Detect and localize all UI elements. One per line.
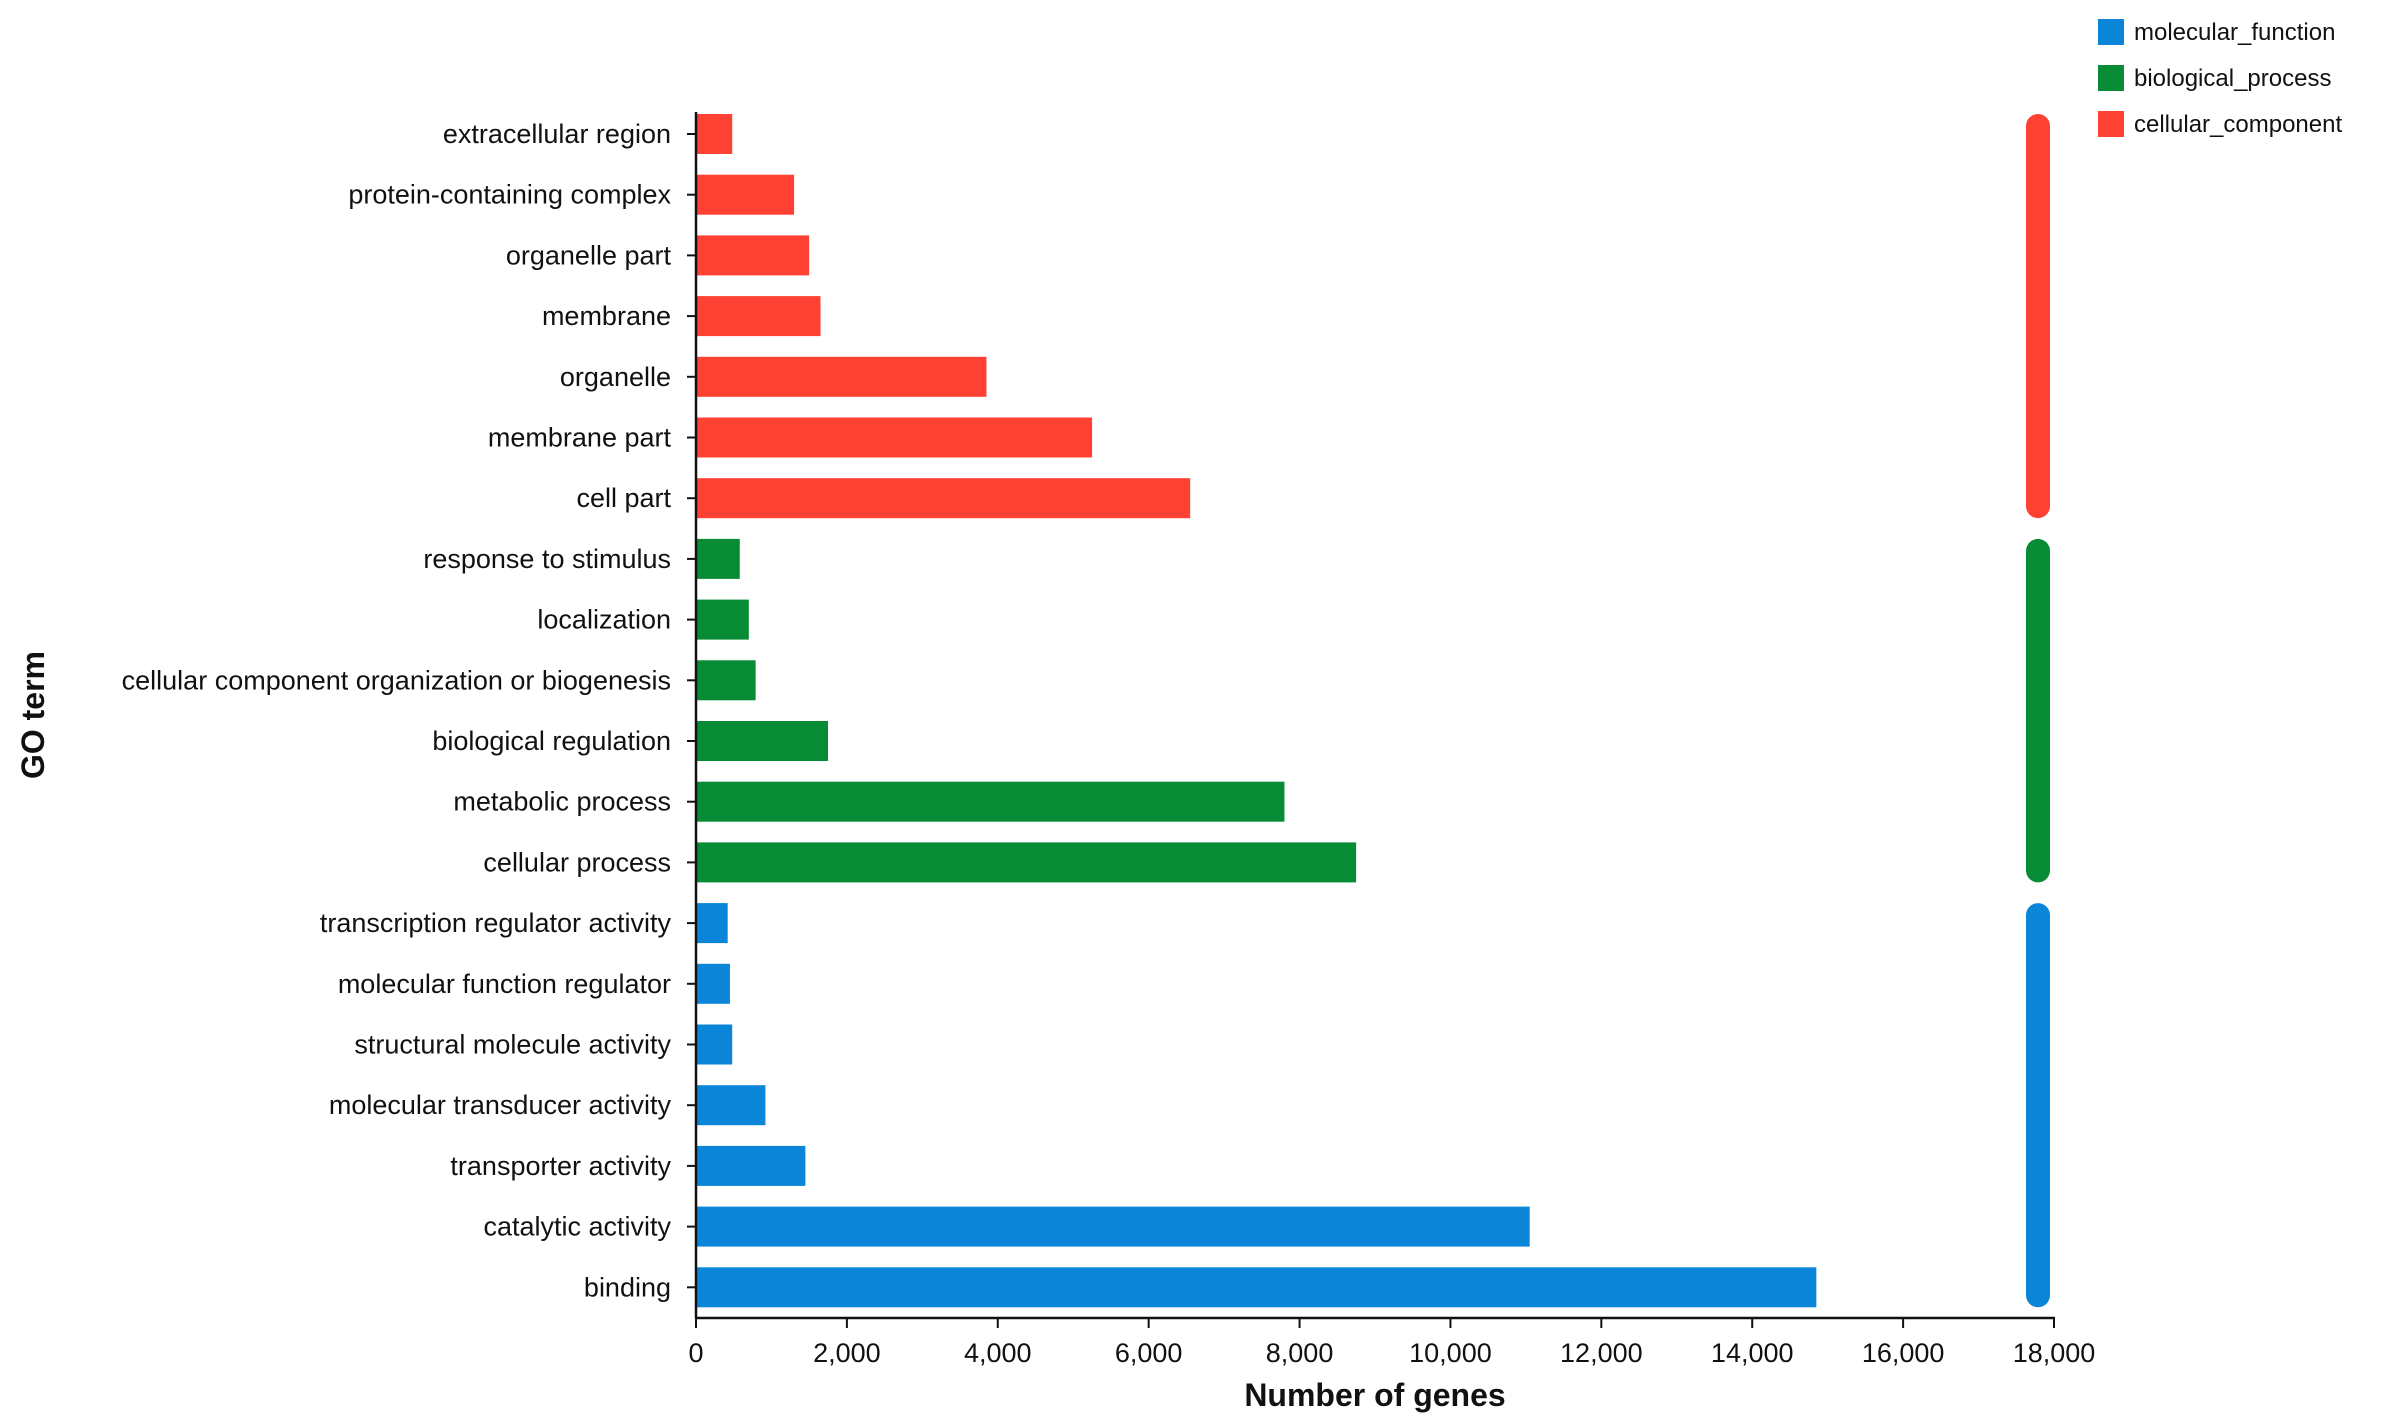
category-label: cellular process — [483, 847, 671, 877]
legend-swatch-cellular_component — [2098, 111, 2124, 137]
category-label: membrane part — [488, 423, 672, 453]
category-label: transcription regulator activity — [320, 908, 672, 938]
category-label: protein-containing complex — [348, 180, 671, 210]
category-label: extracellular region — [443, 119, 671, 149]
bar-structural-molecule-activity — [696, 1024, 733, 1065]
category-label: response to stimulus — [423, 544, 671, 574]
legend: molecular_function biological_processcell… — [2098, 19, 2342, 138]
bar-extracellular-region — [696, 114, 733, 154]
group-strip-molecular_function — [2026, 903, 2050, 1308]
category-label: structural molecule activity — [354, 1030, 671, 1060]
category-label: biological regulation — [432, 726, 671, 756]
x-tick-label: 12,000 — [1560, 1338, 1643, 1368]
bar-binding — [696, 1267, 1817, 1308]
x-tick-label: 2,000 — [813, 1338, 881, 1368]
x-tick-label: 18,000 — [2013, 1338, 2096, 1368]
bar-cellular-component-organization-or-biogenesis — [696, 660, 756, 701]
category-label: cell part — [576, 483, 671, 513]
x-tick-label: 16,000 — [1862, 1338, 1945, 1368]
category-label: molecular function regulator — [338, 969, 671, 999]
x-tick-label: 6,000 — [1115, 1338, 1183, 1368]
bar-cellular-process — [696, 842, 1357, 883]
bar-cell-part — [696, 478, 1191, 519]
bar-transporter-activity — [696, 1145, 806, 1186]
category-label: binding — [584, 1272, 671, 1302]
x-tick-label: 10,000 — [1409, 1338, 1492, 1368]
legend-swatch-biological_process — [2098, 65, 2124, 91]
category-label: molecular transducer activity — [329, 1090, 672, 1120]
axes — [694, 112, 2055, 1320]
x-tick-label: 8,000 — [1266, 1338, 1334, 1368]
category-label: cellular component organization or bioge… — [122, 665, 671, 695]
x-axis-title: Number of genes — [1244, 1377, 1505, 1413]
category-label: localization — [537, 605, 671, 635]
bar-response-to-stimulus — [696, 538, 740, 579]
bar-biological-regulation — [696, 721, 829, 761]
group-strip-biological_process — [2026, 538, 2050, 883]
category-label: transporter activity — [450, 1151, 671, 1181]
group-strips — [2026, 114, 2050, 1308]
category-label: metabolic process — [453, 787, 671, 817]
bar-membrane-part — [696, 417, 1093, 458]
category-label: organelle — [560, 362, 671, 392]
bar-metabolic-process — [696, 781, 1285, 822]
legend-label: cellular_component — [2134, 111, 2342, 138]
legend-swatch-molecular_function — [2098, 19, 2124, 45]
bars-layer — [696, 114, 1817, 1308]
bar-molecular-function-regulator — [696, 963, 730, 1004]
category-label: catalytic activity — [483, 1212, 671, 1242]
category-label: organelle part — [506, 240, 672, 270]
group-strip-cellular_component — [2026, 114, 2050, 519]
bar-organelle-part — [696, 235, 810, 276]
bar-protein-containing-complex — [696, 174, 795, 215]
bar-catalytic-activity — [696, 1206, 1530, 1247]
bar-transcription-regulator-activity — [696, 903, 728, 944]
legend-label: molecular_function — [2134, 19, 2335, 46]
bar-molecular-transducer-activity — [696, 1085, 766, 1126]
category-label: membrane — [542, 301, 671, 331]
category-labels: extracellular region protein-containing c… — [122, 119, 696, 1302]
x-tick-label: 14,000 — [1711, 1338, 1794, 1368]
bar-localization — [696, 599, 749, 640]
bar-membrane — [696, 296, 821, 337]
x-tick-label: 4,000 — [964, 1338, 1032, 1368]
bar-organelle — [696, 356, 987, 397]
y-axis-title: GO term — [15, 651, 51, 779]
legend-label: biological_process — [2134, 65, 2331, 92]
x-ticks: 0 2,000 4,000 6,000 8,000 10,000 12,000 14,000 1… — [688, 1318, 2095, 1368]
x-tick-label: 0 — [688, 1338, 703, 1368]
